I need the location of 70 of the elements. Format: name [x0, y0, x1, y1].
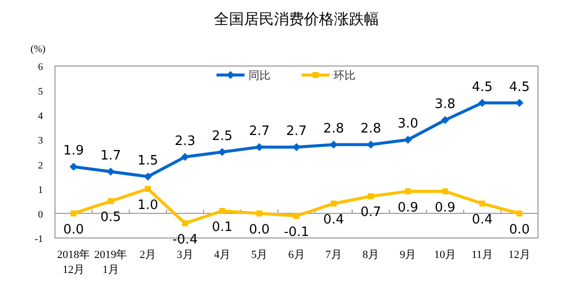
- data-label: 3.0: [398, 116, 418, 132]
- data-label: 0.0: [249, 222, 270, 238]
- data-label: 2.8: [323, 122, 344, 137]
- x-tick-label: 6月: [288, 249, 305, 261]
- point: [442, 188, 448, 194]
- data-label: 0.1: [212, 220, 233, 235]
- data-label: 0.5: [100, 210, 122, 226]
- data-label: 1.0: [138, 198, 158, 213]
- x-tick-label: 8月: [362, 249, 380, 261]
- point: [108, 198, 114, 204]
- x-tick-label: 2018年 12月: [57, 249, 90, 276]
- point: [256, 210, 262, 216]
- x-tick-label: 11月: [471, 249, 494, 261]
- x-tick-label: 2月: [140, 249, 156, 261]
- data-label: 2.5: [212, 129, 233, 144]
- x-tick-label: 2019年 1月: [94, 249, 128, 276]
- y-tick-label: 0: [38, 209, 43, 220]
- x-tick-label: 5月: [251, 249, 268, 261]
- data-label: 1.7: [100, 148, 122, 164]
- y-axis-title: (%): [30, 44, 46, 55]
- data-label: -0.4: [172, 232, 198, 248]
- x-tick-label: 4月: [214, 249, 230, 261]
- point: [479, 200, 486, 207]
- y-tick-label: 3: [38, 136, 43, 147]
- data-label: 0.0: [509, 222, 530, 238]
- point: [219, 208, 226, 214]
- data-label: 0.9: [434, 200, 456, 216]
- x-tick-label: 9月: [400, 249, 416, 261]
- legend-label: 同比: [248, 69, 270, 82]
- legend-label: 环比: [334, 69, 356, 82]
- point: [330, 200, 337, 207]
- y-tick-label: 6: [38, 62, 43, 73]
- x-tick-label: 10月: [434, 249, 456, 261]
- chart-title: 全国居民消费价格涨跌幅: [214, 10, 379, 28]
- data-label: 0.0: [63, 222, 84, 238]
- data-label: 1.9: [63, 144, 84, 159]
- data-label: 2.8: [360, 122, 382, 137]
- point: [144, 172, 152, 181]
- y-tick-label: 4: [38, 111, 43, 122]
- data-label: 2.3: [174, 134, 196, 149]
- point: [218, 148, 226, 156]
- point: [294, 212, 300, 219]
- data-label: 3.8: [434, 97, 456, 112]
- x-tick-label: 7月: [325, 249, 342, 261]
- y-tick-label: 2: [38, 160, 43, 172]
- data-label: 0.9: [398, 200, 418, 216]
- data-label: 0.7: [360, 205, 382, 220]
- data-label: 0.4: [323, 212, 344, 228]
- data-label: 4.5: [509, 80, 530, 95]
- data-label: 4.5: [472, 80, 493, 95]
- data-label: 1.5: [138, 154, 158, 169]
- point: [441, 116, 450, 124]
- point: [292, 143, 300, 152]
- point: [404, 136, 412, 144]
- y-tick-label: 5: [38, 86, 43, 98]
- point: [182, 220, 188, 226]
- data-label: 2.7: [249, 124, 270, 140]
- y-tick-label: 1: [38, 184, 43, 196]
- point: [516, 210, 522, 216]
- data-label: 0.4: [472, 212, 493, 228]
- data-label: 2.7: [286, 124, 307, 140]
- y-tick-label: -1: [34, 234, 43, 245]
- point: [70, 162, 78, 171]
- x-tick-label: 12月: [508, 249, 530, 261]
- point: [144, 186, 151, 192]
- point: [70, 210, 77, 216]
- point: [368, 193, 374, 200]
- x-tick-label: 3月: [176, 249, 194, 261]
- point: [404, 188, 411, 194]
- data-label: -0.1: [284, 224, 310, 240]
